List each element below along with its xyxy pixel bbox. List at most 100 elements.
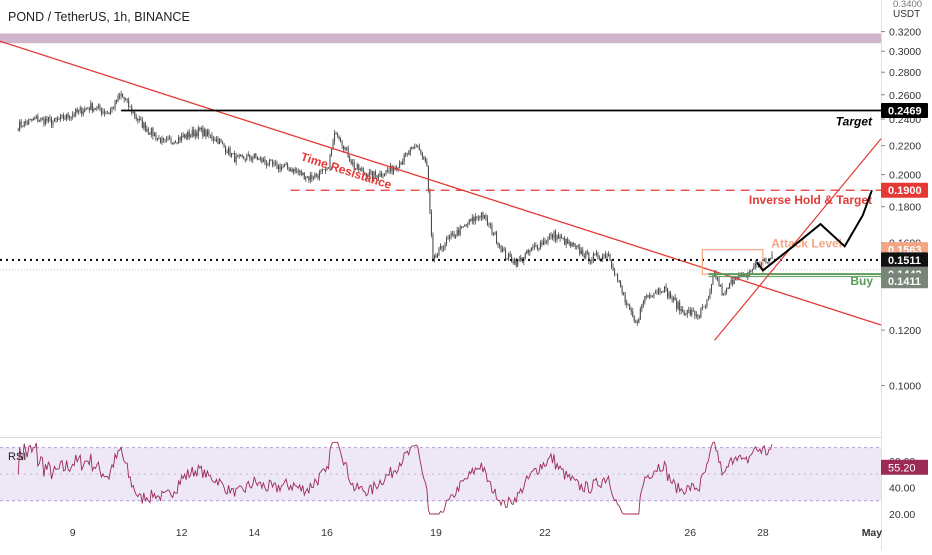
candle-body: [172, 142, 174, 145]
candle-body: [26, 122, 28, 124]
candle-body: [435, 255, 437, 258]
candle-body: [385, 170, 387, 175]
candle-body: [682, 309, 684, 312]
candle-body: [710, 284, 712, 292]
candle-body: [657, 288, 660, 294]
price-tick-label: 0.2000: [889, 170, 921, 182]
candle-body: [499, 244, 501, 246]
candle-body: [262, 159, 264, 162]
candle-body: [527, 250, 529, 253]
candle-body: [281, 167, 283, 170]
time-tick-label: 26: [684, 527, 696, 539]
candle-body: [137, 118, 139, 121]
candle-body: [564, 238, 566, 246]
candle-body: [56, 119, 59, 120]
candle-body: [337, 133, 339, 136]
time-tick-label: 9: [70, 527, 76, 539]
candle-body: [524, 253, 526, 259]
candle-body: [408, 153, 410, 155]
candle-body: [234, 153, 236, 163]
candle-body: [220, 139, 222, 142]
candle-body: [306, 176, 308, 178]
candle-body: [429, 189, 431, 213]
candle-body: [126, 99, 128, 101]
candle-body: [565, 239, 567, 246]
candle-body: [247, 154, 249, 157]
price-unit: USDT: [893, 9, 920, 20]
candle-body: [405, 154, 407, 156]
pane-divider: [0, 437, 881, 438]
candle-body: [211, 134, 213, 140]
candle-body: [665, 286, 667, 289]
candle-body: [132, 111, 134, 113]
candle-body: [75, 109, 77, 116]
candle-body: [700, 309, 702, 318]
candle-body: [379, 172, 381, 177]
candle-body: [751, 269, 753, 271]
candle-body: [630, 309, 632, 312]
candle-body: [538, 248, 540, 250]
candle-body: [721, 285, 723, 296]
candle-body: [495, 232, 498, 244]
candle-body: [113, 107, 115, 109]
candle-body: [60, 115, 62, 120]
candle-body: [650, 297, 652, 299]
candle-body: [729, 283, 731, 289]
candle-body: [556, 235, 558, 240]
candle-body: [759, 263, 761, 266]
candle-body: [206, 130, 208, 137]
inverse-hold-price-badge: 0.1900: [888, 185, 922, 197]
candle-body: [591, 259, 593, 262]
candle-body: [76, 109, 78, 112]
price-tick-label: 0.3000: [889, 46, 921, 58]
candle-body: [651, 296, 653, 298]
candle-body: [250, 158, 252, 160]
candle-body: [147, 129, 149, 133]
time-tick-label: 14: [248, 527, 260, 539]
candle-body: [152, 128, 154, 136]
candle-body: [615, 274, 617, 276]
candle-body: [382, 175, 384, 177]
candle-body: [514, 259, 516, 264]
candle-body: [32, 118, 34, 121]
time-tick-label: 19: [430, 527, 442, 539]
candle-body: [358, 164, 360, 171]
candle-body: [583, 256, 585, 258]
candle-body: [359, 168, 361, 171]
candle-body: [483, 215, 485, 219]
candle-body: [85, 108, 87, 110]
candle-body: [718, 278, 720, 286]
candle-body: [706, 300, 708, 306]
candle-body: [502, 248, 504, 252]
candle-body: [329, 155, 331, 169]
candle-body: [585, 251, 587, 258]
target-label: Target: [836, 115, 873, 129]
candle-body: [438, 248, 440, 255]
candle-body: [344, 147, 346, 150]
attack-level-label: Attack Level: [771, 237, 842, 251]
candle-body: [623, 292, 625, 296]
candle-body: [488, 224, 490, 226]
candle-body: [231, 153, 233, 157]
candle-body: [111, 107, 113, 111]
candle-body: [411, 147, 413, 150]
candle-body: [573, 243, 575, 245]
candle-body: [536, 245, 538, 249]
candle-body: [131, 106, 133, 113]
candle-body: [544, 240, 546, 243]
candle-body: [558, 235, 560, 239]
candle-body: [704, 305, 706, 307]
candle-body: [274, 162, 277, 164]
candle-body: [688, 309, 690, 311]
candle-body: [128, 100, 130, 107]
candle-body: [606, 255, 608, 258]
candle-body: [155, 133, 157, 140]
candle-body: [577, 245, 579, 248]
candle-body: [123, 96, 125, 100]
candle-body: [67, 113, 69, 118]
candle-body: [724, 292, 726, 294]
candle-body: [317, 175, 319, 179]
target-price-badge: 0.2469: [888, 106, 922, 118]
candle-body: [202, 127, 204, 137]
candle-body: [78, 109, 80, 112]
